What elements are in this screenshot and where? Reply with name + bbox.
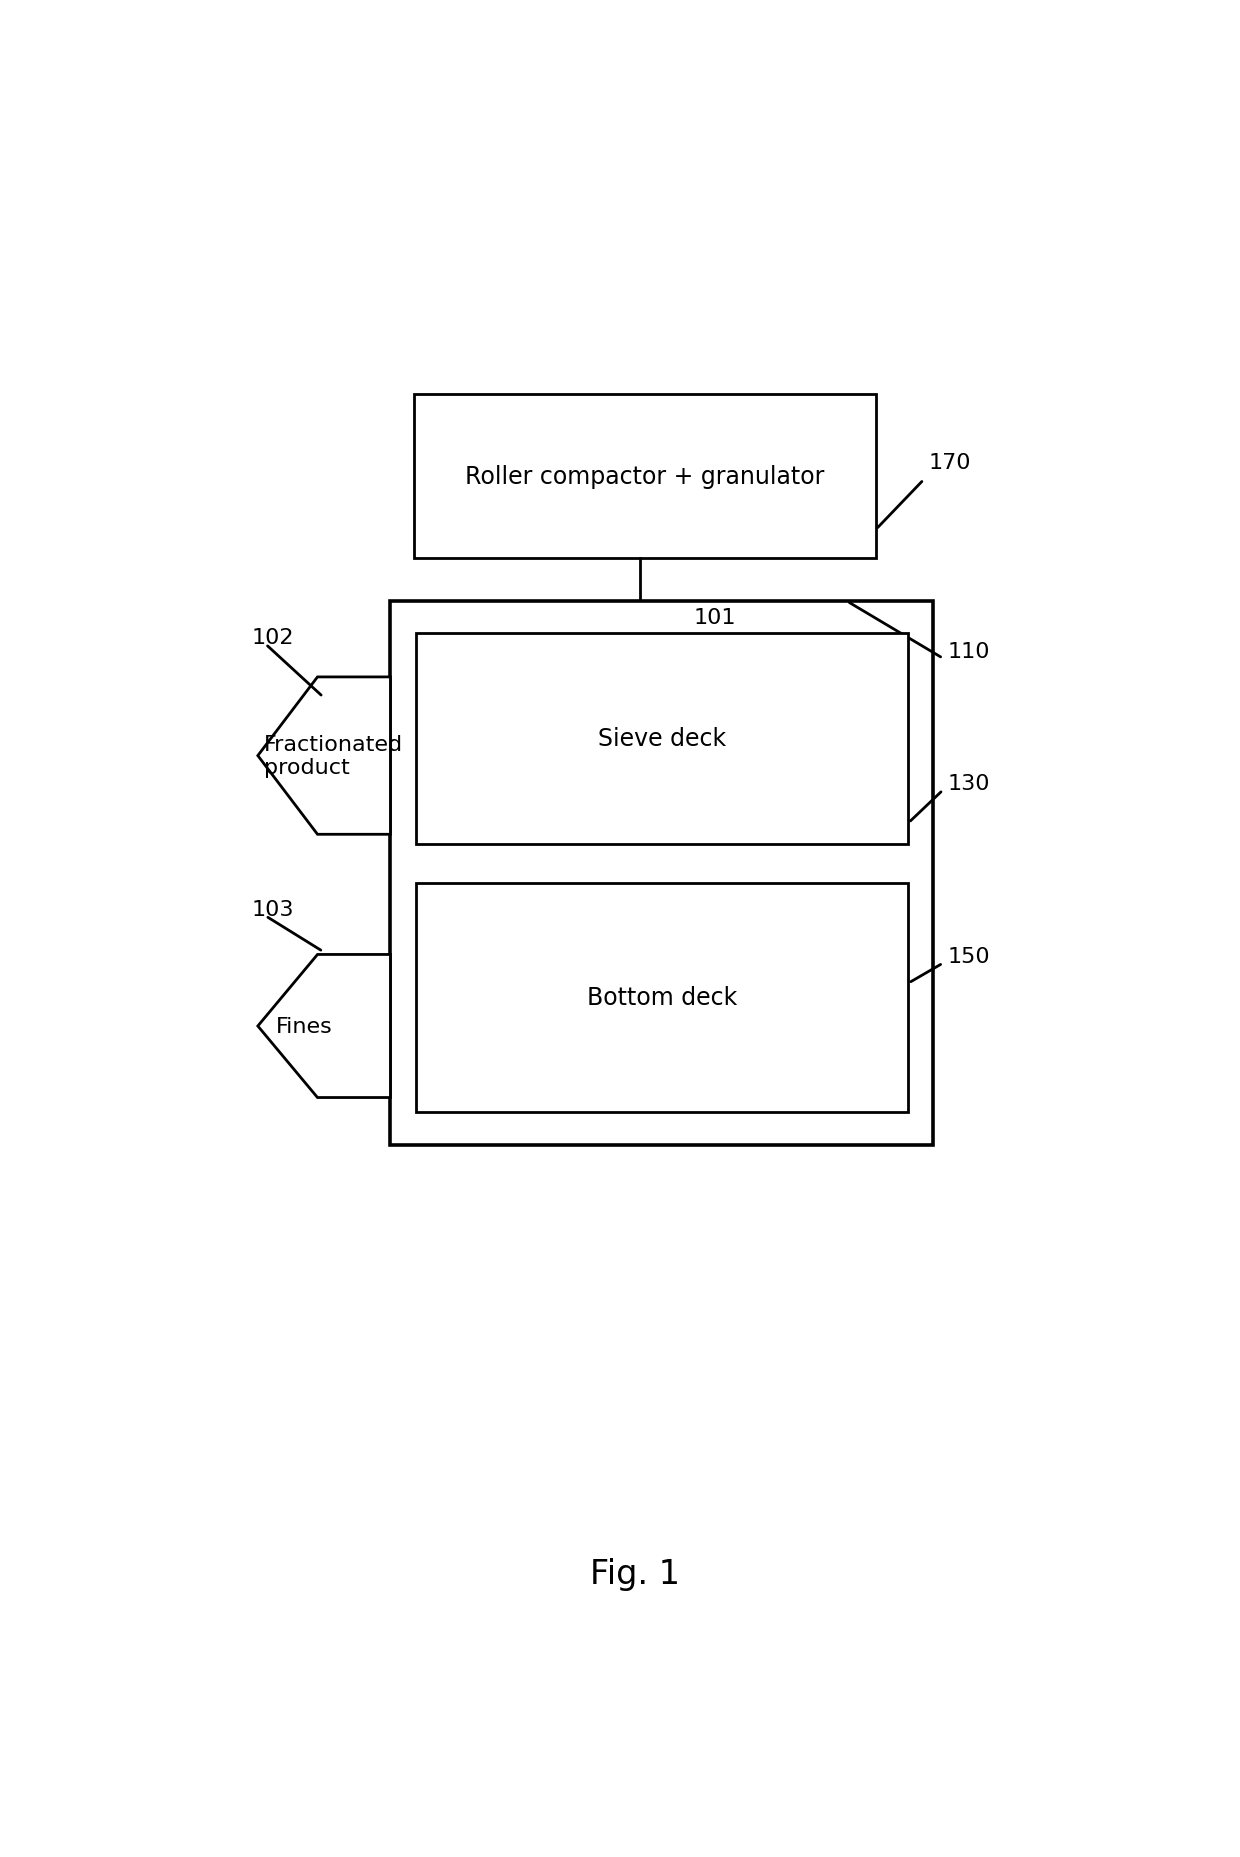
Bar: [414, 394, 875, 559]
Bar: [417, 633, 909, 845]
Polygon shape: [578, 630, 703, 780]
Text: 130: 130: [947, 773, 991, 793]
Text: 110: 110: [947, 643, 991, 661]
Text: Bottom deck: Bottom deck: [588, 986, 738, 1010]
Text: 101: 101: [693, 607, 735, 628]
Text: Fines: Fines: [275, 1016, 332, 1036]
Text: Fractionated
product: Fractionated product: [264, 735, 403, 778]
Polygon shape: [258, 678, 391, 836]
Text: 170: 170: [929, 453, 971, 474]
Text: 102: 102: [250, 628, 294, 648]
Text: Sieve deck: Sieve deck: [599, 728, 727, 750]
Text: 150: 150: [947, 947, 991, 966]
Text: 103: 103: [250, 899, 294, 919]
Bar: [417, 884, 909, 1112]
Text: Un-
fractionated
granules: Un- fractionated granules: [583, 650, 718, 717]
Text: Fig. 1: Fig. 1: [590, 1558, 681, 1591]
Bar: [391, 602, 934, 1146]
Polygon shape: [258, 954, 391, 1097]
Text: Roller compactor + granulator: Roller compactor + granulator: [465, 464, 825, 488]
